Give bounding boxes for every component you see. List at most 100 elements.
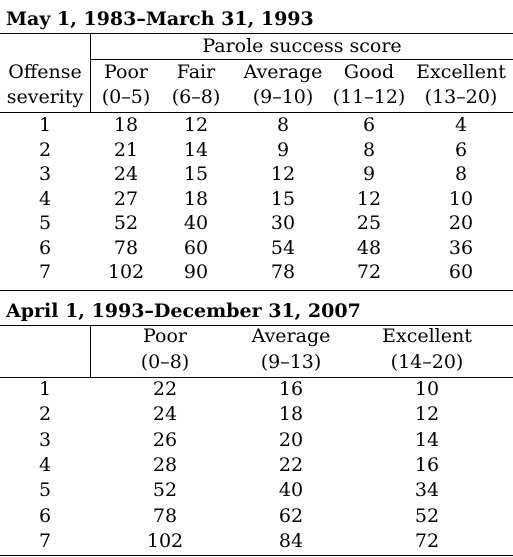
table1-top-rule bbox=[0, 33, 513, 34]
column-header-label: Average bbox=[243, 61, 323, 83]
row-severity: 2 bbox=[38, 138, 52, 161]
row-severity: 5 bbox=[38, 212, 52, 234]
table-cell: 24 bbox=[113, 163, 139, 185]
row-severity: 5 bbox=[38, 479, 52, 502]
table-cell: 78 bbox=[152, 504, 178, 527]
row-severity: 4 bbox=[38, 453, 52, 476]
table2-stub-divider bbox=[90, 325, 91, 377]
table-cell: 102 bbox=[107, 261, 145, 283]
table-cell: 22 bbox=[152, 378, 178, 400]
table-cell: 18 bbox=[113, 114, 139, 136]
table-cell: 78 bbox=[270, 261, 296, 283]
table1-bottom-rule bbox=[0, 290, 513, 291]
table-cell: 20 bbox=[278, 428, 304, 451]
table-cell: 102 bbox=[146, 529, 184, 552]
table-cell: 6 bbox=[454, 138, 468, 161]
table-cell: 10 bbox=[448, 187, 474, 210]
table2-title: April 1, 1993–December 31, 2007 bbox=[6, 300, 361, 322]
column-header-range: (0–8) bbox=[140, 351, 190, 373]
table1-stub-divider bbox=[90, 33, 91, 112]
table-cell: 60 bbox=[448, 261, 474, 283]
column-header-range: (6–8) bbox=[171, 86, 221, 108]
row-severity: 6 bbox=[38, 504, 52, 527]
row-severity: 1 bbox=[38, 114, 52, 136]
table-cell: 40 bbox=[183, 212, 209, 234]
table-cell: 40 bbox=[278, 479, 304, 502]
column-header-range: (0–5) bbox=[101, 86, 151, 108]
table1-stub-label-line1: Offense bbox=[8, 61, 82, 83]
table2-header-rule bbox=[0, 377, 513, 378]
row-severity: 7 bbox=[38, 529, 52, 552]
column-header-label: Poor bbox=[104, 61, 148, 83]
column-header-label: Good bbox=[343, 61, 395, 83]
table-cell: 12 bbox=[356, 187, 382, 210]
table-cell: 6 bbox=[362, 114, 376, 136]
table1-group-rule bbox=[91, 59, 513, 60]
table-cell: 22 bbox=[278, 453, 304, 476]
table2-bottom-rule bbox=[0, 555, 513, 556]
row-severity: 4 bbox=[38, 187, 52, 210]
row-severity: 6 bbox=[38, 236, 52, 259]
table-cell: 20 bbox=[448, 212, 474, 234]
table-cell: 78 bbox=[113, 236, 139, 259]
table-cell: 54 bbox=[270, 236, 296, 259]
table-cell: 24 bbox=[152, 403, 178, 426]
table-cell: 9 bbox=[362, 163, 376, 185]
table-cell: 26 bbox=[152, 428, 178, 451]
table-cell: 8 bbox=[454, 163, 468, 185]
table-cell: 90 bbox=[183, 261, 209, 283]
column-header-label: Excellent bbox=[382, 325, 472, 347]
table-cell: 16 bbox=[278, 378, 304, 400]
table-cell: 72 bbox=[414, 529, 440, 552]
column-header-label: Fair bbox=[176, 61, 216, 83]
row-severity: 1 bbox=[38, 378, 52, 400]
table1-group-label: Parole success score bbox=[202, 35, 402, 57]
table-cell: 14 bbox=[414, 428, 440, 451]
table-cell: 8 bbox=[362, 138, 376, 161]
column-header-range: (11–12) bbox=[332, 86, 406, 108]
table-cell: 18 bbox=[183, 187, 209, 210]
table-cell: 15 bbox=[270, 187, 296, 210]
table-cell: 36 bbox=[448, 236, 474, 259]
table-cell: 12 bbox=[183, 114, 209, 136]
column-header-range: (9–10) bbox=[252, 86, 314, 108]
table1-header-rule bbox=[0, 112, 513, 113]
column-header-label: Excellent bbox=[416, 61, 506, 83]
table-cell: 14 bbox=[183, 138, 209, 161]
table-cell: 9 bbox=[276, 138, 290, 161]
table-cell: 21 bbox=[113, 138, 139, 161]
table-cell: 12 bbox=[414, 403, 440, 426]
column-header-range: (14–20) bbox=[390, 351, 464, 373]
row-severity: 2 bbox=[38, 403, 52, 426]
table-cell: 28 bbox=[152, 453, 178, 476]
table-cell: 60 bbox=[183, 236, 209, 259]
table-cell: 34 bbox=[414, 479, 440, 502]
table-cell: 62 bbox=[278, 504, 304, 527]
table-cell: 52 bbox=[152, 479, 178, 502]
table-cell: 10 bbox=[414, 378, 440, 400]
column-header-label: Average bbox=[251, 325, 331, 347]
table-cell: 12 bbox=[270, 163, 296, 185]
row-severity: 3 bbox=[38, 428, 52, 451]
table-cell: 15 bbox=[183, 163, 209, 185]
table1-title: May 1, 1983–March 31, 1993 bbox=[6, 8, 314, 30]
column-header-label: Poor bbox=[143, 325, 187, 347]
row-severity: 7 bbox=[38, 261, 52, 283]
column-header-range: (13–20) bbox=[424, 86, 498, 108]
table-cell: 72 bbox=[356, 261, 382, 283]
table-cell: 52 bbox=[414, 504, 440, 527]
table-cell: 48 bbox=[356, 236, 382, 259]
table2-top-rule bbox=[0, 325, 513, 326]
table-cell: 30 bbox=[270, 212, 296, 234]
table-cell: 84 bbox=[278, 529, 304, 552]
table-cell: 18 bbox=[278, 403, 304, 426]
row-severity: 3 bbox=[38, 163, 52, 185]
table-cell: 8 bbox=[276, 114, 290, 136]
table-cell: 4 bbox=[454, 114, 468, 136]
table-cell: 25 bbox=[356, 212, 382, 234]
table1-stub-label-line2: severity bbox=[6, 86, 84, 108]
table-cell: 52 bbox=[113, 212, 139, 234]
table-cell: 16 bbox=[414, 453, 440, 476]
column-header-range: (9–13) bbox=[260, 351, 322, 373]
